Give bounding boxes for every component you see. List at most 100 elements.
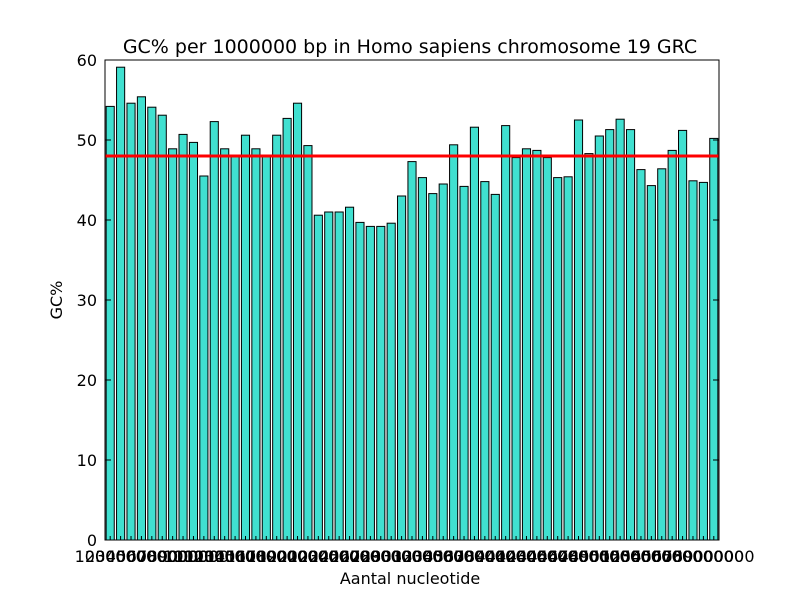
x-tick-label: 47000000 [548, 547, 629, 566]
x-tick-label: 17000000 [236, 547, 317, 566]
y-tick-label: 0 [87, 531, 97, 550]
x-tick-label: 39000000 [465, 547, 546, 566]
bar [240, 134, 251, 541]
bar [230, 156, 240, 541]
x-tick-label: 21000000 [278, 547, 359, 566]
bar [449, 144, 459, 541]
bar [563, 176, 573, 541]
x-tick-label: 4000000 [106, 547, 177, 566]
bar [667, 149, 677, 541]
y-tick-label: 60 [77, 51, 97, 70]
x-tick-label: 50000000 [579, 547, 660, 566]
bar [490, 193, 500, 541]
x-tick-label: 23000000 [298, 547, 379, 566]
bar [324, 211, 334, 541]
x-tick-label: 43000000 [507, 547, 588, 566]
x-tick-label: 54000000 [621, 547, 702, 566]
bar [480, 181, 490, 541]
x-tick-label: 41000000 [486, 547, 567, 566]
bar [334, 211, 344, 541]
x-tick-label: 42000000 [496, 547, 577, 566]
y-tick-label: 30 [77, 291, 97, 310]
bar [438, 183, 448, 541]
bar [511, 157, 521, 541]
bar [261, 156, 271, 541]
bar [199, 175, 209, 541]
y-tick-label: 40 [77, 211, 97, 230]
x-tick-label: 2000000 [85, 547, 156, 566]
x-axis: 1000000200000030000004000000500000060000… [75, 536, 755, 566]
x-tick-label: 24000000 [309, 547, 390, 566]
bar [615, 118, 625, 541]
x-tick-label: 10000000 [163, 547, 244, 566]
y-axis-label: GC% [47, 281, 66, 320]
x-tick-label: 35000000 [423, 547, 504, 566]
bar [553, 177, 563, 541]
x-tick-label: 6000000 [127, 547, 198, 566]
x-tick-label: 14000000 [205, 547, 286, 566]
x-tick-label: 25000000 [319, 547, 400, 566]
bar [313, 214, 323, 541]
bar [584, 153, 594, 541]
bar [126, 102, 136, 541]
x-tick-label: 13000000 [194, 547, 275, 566]
bar [168, 148, 178, 541]
bar [698, 181, 708, 541]
bar [657, 168, 667, 541]
bar [594, 135, 604, 541]
x-tick-label: 3000000 [95, 547, 166, 566]
bar [365, 225, 375, 541]
x-tick-label: 56000000 [642, 547, 723, 566]
bar [136, 96, 146, 541]
x-tick-label: 28000000 [350, 547, 431, 566]
bar [573, 119, 584, 541]
bar [542, 157, 552, 541]
x-tick-label: 26000000 [330, 547, 411, 566]
x-tick-label: 18000000 [246, 547, 327, 566]
x-tick-label: 1000000 [75, 547, 146, 566]
bar [157, 114, 167, 541]
x-tick-label: 19000000 [257, 547, 338, 566]
bar [417, 177, 427, 541]
x-tick-label: 27000000 [340, 547, 421, 566]
bar [605, 129, 615, 541]
x-tick-label: 8000000 [147, 547, 218, 566]
bar [636, 169, 646, 541]
x-tick-label: 34000000 [413, 547, 494, 566]
x-tick-label: 31000000 [382, 547, 463, 566]
chart-title: GC% per 1000000 bp in Homo sapiens chrom… [123, 36, 697, 58]
x-tick-label: 53000000 [611, 547, 692, 566]
bar [220, 148, 230, 541]
x-tick-label: 20000000 [267, 547, 348, 566]
x-tick-label: 5000000 [116, 547, 187, 566]
bar [147, 106, 157, 541]
bar [292, 102, 303, 541]
bar [303, 145, 313, 541]
bar [386, 222, 396, 541]
bar [469, 126, 480, 541]
y-axis: 0 10 20 30 40 50 60 [77, 51, 719, 550]
bar [397, 195, 407, 541]
bar [688, 180, 698, 541]
bar [178, 133, 188, 541]
bar [407, 161, 417, 541]
bar [501, 125, 511, 541]
x-tick-label: 57000000 [652, 547, 733, 566]
bar [428, 193, 438, 541]
bar [532, 149, 542, 541]
bar [251, 148, 261, 541]
x-tick-label: 9000000 [158, 547, 229, 566]
bar [646, 185, 656, 541]
x-tick-label: 40000000 [475, 547, 556, 566]
x-tick-label: 16000000 [226, 547, 307, 566]
x-tick-label: 49000000 [569, 547, 650, 566]
bar [459, 185, 469, 541]
x-tick-label: 37000000 [444, 547, 525, 566]
x-tick-label: 33000000 [403, 547, 484, 566]
bar [188, 141, 199, 541]
x-axis-label: Aantal nucleotide [340, 569, 480, 588]
bar [272, 134, 282, 541]
x-tick-label: 55000000 [631, 547, 712, 566]
x-tick-label: 58000000 [663, 547, 744, 566]
